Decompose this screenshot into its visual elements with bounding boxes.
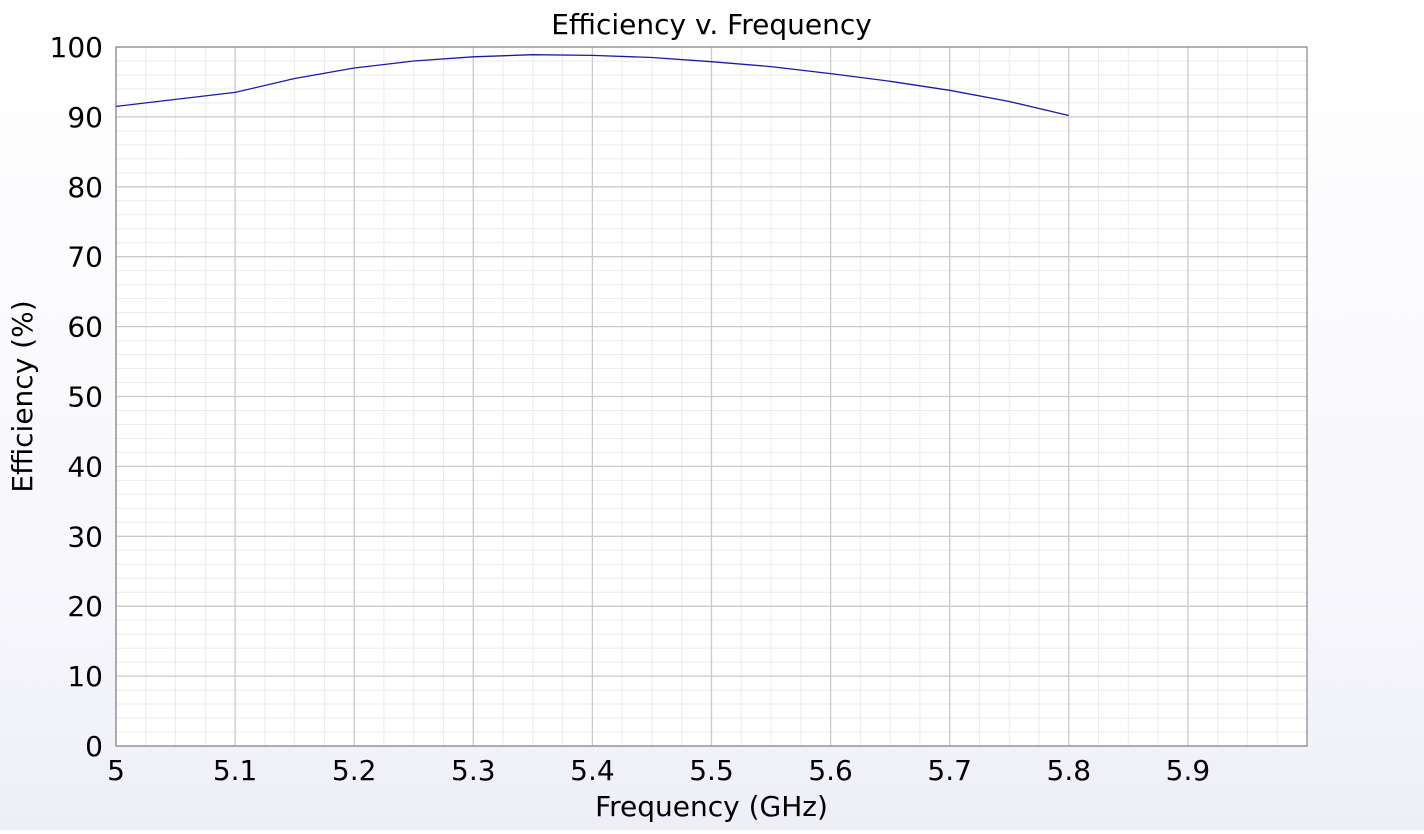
- x-axis-label: Frequency (GHz): [595, 790, 828, 823]
- chart-title: Efficiency v. Frequency: [551, 8, 872, 41]
- x-tick-label: 5.7: [927, 754, 972, 787]
- y-tick-label: 70: [67, 241, 103, 274]
- x-tick-label: 5.1: [213, 754, 258, 787]
- x-tick-label: 5.5: [689, 754, 734, 787]
- x-tick-label: 5.2: [332, 754, 377, 787]
- y-tick-label: 90: [67, 101, 103, 134]
- y-tick-label: 30: [67, 520, 103, 553]
- efficiency-series-line: [115, 54, 1069, 117]
- y-tick-label: 0: [85, 730, 103, 763]
- y-tick-label: 20: [67, 590, 103, 623]
- x-tick-label: 5: [107, 754, 125, 787]
- series-layer: [115, 54, 1069, 117]
- x-tick-labels: 5 5.1 5.2 5.3 5.4 5.5 5.6 5.7 5.8 5.9: [107, 754, 1210, 787]
- y-tick-labels: 0 10 20 30 40 50 60 70 80 90 100: [50, 31, 103, 763]
- y-tick-label: 100: [50, 31, 103, 64]
- x-tick-label: 5.8: [1047, 754, 1092, 787]
- y-tick-label: 10: [67, 660, 103, 693]
- x-tick-label: 5.9: [1166, 754, 1211, 787]
- plot-frame: [115, 46, 1308, 747]
- x-tick-label: 5.4: [570, 754, 615, 787]
- x-tick-label: 5.6: [808, 754, 853, 787]
- y-tick-label: 80: [67, 171, 103, 204]
- x-tick-label: 5.3: [451, 754, 496, 787]
- y-axis-label: Efficiency (%): [6, 300, 39, 492]
- y-tick-label: 40: [67, 450, 103, 483]
- y-tick-label: 60: [67, 311, 103, 344]
- y-tick-label: 50: [67, 381, 103, 414]
